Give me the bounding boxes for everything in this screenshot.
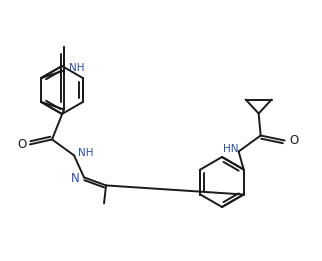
Text: NH: NH [69, 63, 85, 73]
Text: HN: HN [223, 145, 238, 155]
Text: O: O [17, 138, 27, 151]
Text: O: O [289, 134, 298, 147]
Text: NH: NH [78, 149, 93, 158]
Text: N: N [71, 172, 80, 185]
